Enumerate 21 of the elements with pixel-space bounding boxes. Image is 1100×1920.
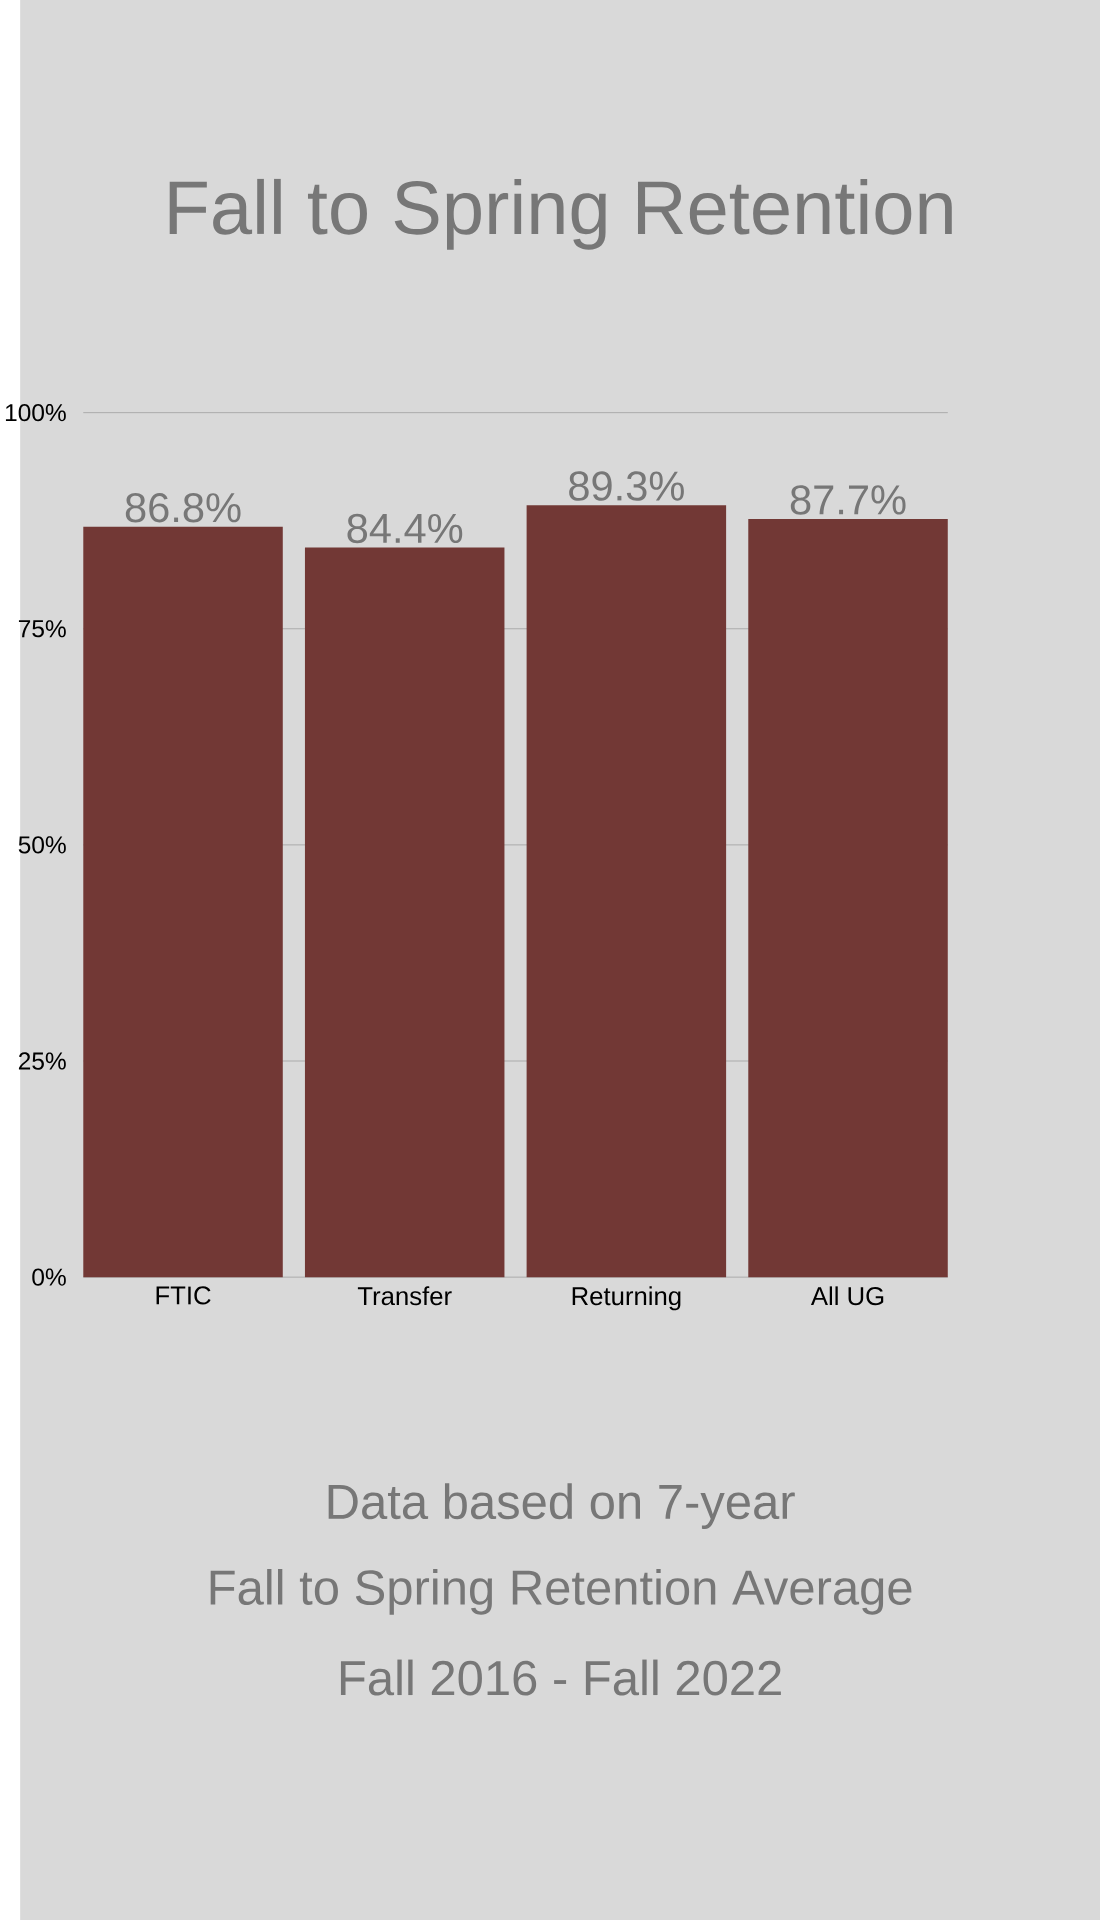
x-tick-label: FTIC bbox=[156, 1286, 211, 1305]
text: Data based on 7-year bbox=[328, 1483, 795, 1529]
bar bbox=[304, 547, 505, 1278]
bar bbox=[748, 518, 948, 1278]
x-tick-label: Transfer bbox=[357, 1286, 452, 1306]
data-label: 84.4% bbox=[347, 513, 463, 544]
x-tick-label: Returning bbox=[572, 1286, 681, 1311]
y-tick-label: 75% bbox=[18, 620, 66, 638]
y-tick-label: 25% bbox=[18, 1052, 66, 1070]
chart-title: Fall to Spring Retention bbox=[169, 178, 952, 250]
y-tick-label: 0% bbox=[32, 1268, 66, 1286]
data-label: 89.3% bbox=[569, 471, 684, 501]
y-tick-label: 100% bbox=[5, 403, 66, 422]
y-tick-label: 50% bbox=[18, 836, 66, 854]
x-tick-label: All UG bbox=[810, 1286, 884, 1306]
bar bbox=[526, 505, 727, 1278]
data-label: 86.8% bbox=[125, 492, 241, 523]
text: Fall to Spring Retention Average bbox=[210, 1569, 912, 1615]
bar bbox=[83, 526, 283, 1278]
text: Fall 2016 - Fall 2022 bbox=[340, 1659, 781, 1696]
data-label: 87.7% bbox=[790, 485, 906, 515]
